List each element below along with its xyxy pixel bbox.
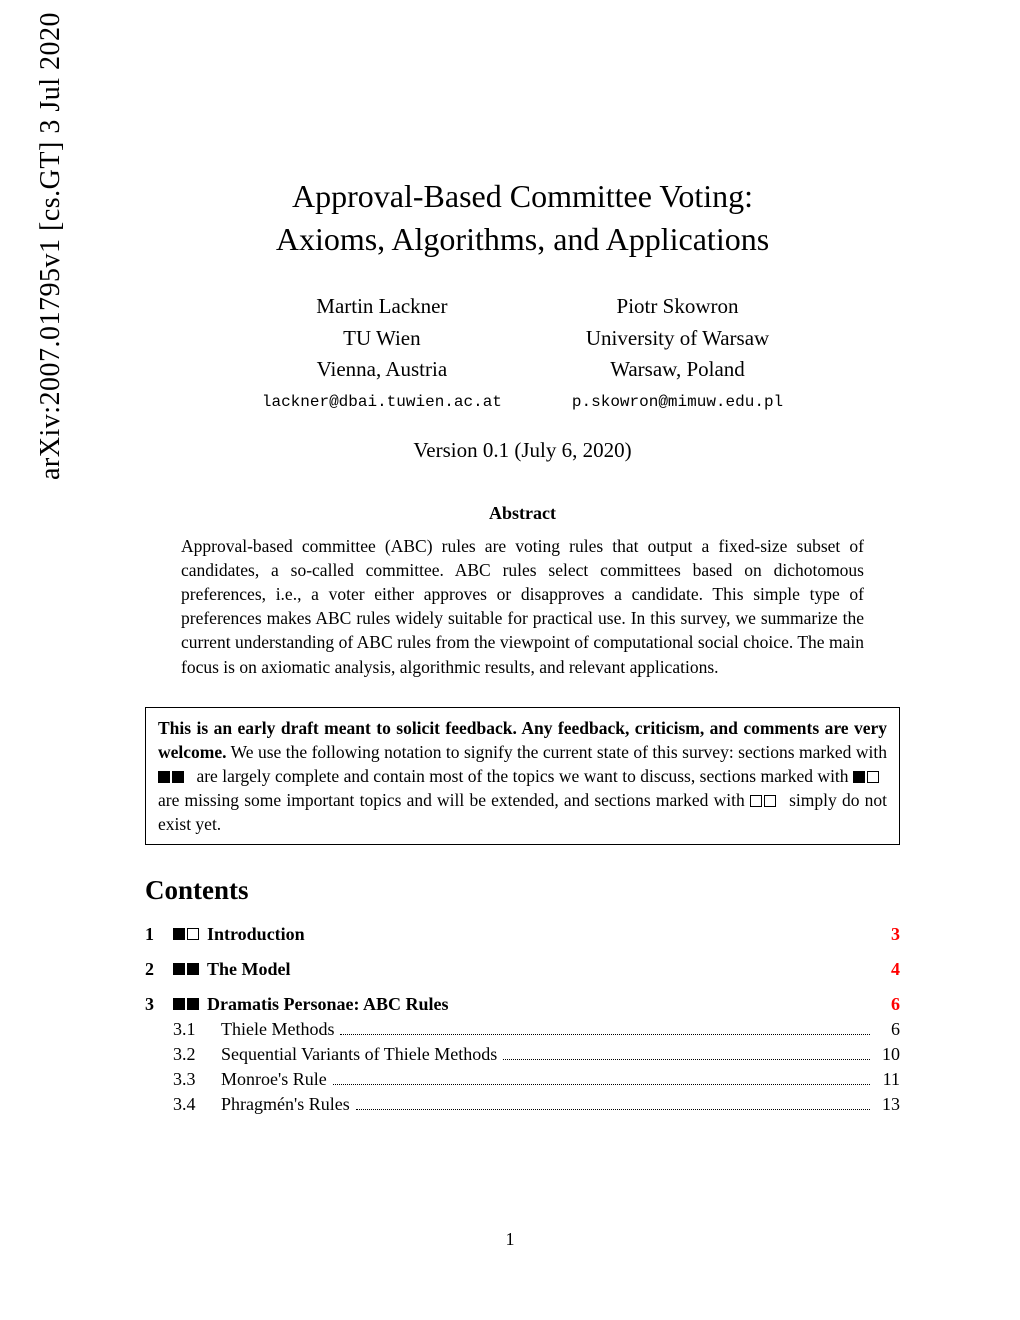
paper-title: Approval-Based Committee Voting: Axioms,… xyxy=(145,175,900,261)
title-line1: Approval-Based Committee Voting: xyxy=(292,178,753,214)
author-1: Martin Lackner TU Wien Vienna, Austria l… xyxy=(262,291,502,414)
toc-sub-label: Phragmén's Rules xyxy=(221,1094,350,1115)
toc-sub-label: Thiele Methods xyxy=(221,1019,334,1040)
status-squares-icon xyxy=(173,963,199,975)
squares-fe-icon xyxy=(853,771,879,783)
toc-subsection[interactable]: 3.1Thiele Methods 6 xyxy=(145,1019,900,1040)
author-2-affil: University of Warsaw xyxy=(572,323,783,355)
author-2-city: Warsaw, Poland xyxy=(572,354,783,386)
toc-sub-num: 3.1 xyxy=(173,1019,221,1040)
contents-heading: Contents xyxy=(145,875,900,906)
table-of-contents: 1 Introduction 3 2 The Model 4 3 Dramatis Perso… xyxy=(145,924,900,1115)
page-body: Approval-Based Committee Voting: Axioms,… xyxy=(145,0,900,1115)
author-1-affil: TU Wien xyxy=(262,323,502,355)
toc-section-num: 1 xyxy=(145,924,173,945)
author-1-name: Martin Lackner xyxy=(262,291,502,323)
toc-page: 11 xyxy=(876,1069,900,1090)
toc-sub-label: Sequential Variants of Thiele Methods xyxy=(221,1044,497,1065)
author-2-name: Piotr Skowron xyxy=(572,291,783,323)
version-line: Version 0.1 (July 6, 2020) xyxy=(145,438,900,463)
toc-sub-label: Monroe's Rule xyxy=(221,1069,327,1090)
author-1-email: lackner@dbai.tuwien.ac.at xyxy=(262,390,502,414)
toc-page: 10 xyxy=(876,1044,900,1065)
arxiv-stamp: arXiv:2007.01795v1 [cs.GT] 3 Jul 2020 xyxy=(35,12,67,480)
page-number: 1 xyxy=(0,1229,1020,1250)
toc-section-label: The Model xyxy=(207,959,291,980)
toc-subsection[interactable]: 3.3Monroe's Rule 11 xyxy=(145,1069,900,1090)
author-1-city: Vienna, Austria xyxy=(262,354,502,386)
authors-block: Martin Lackner TU Wien Vienna, Austria l… xyxy=(145,291,900,414)
toc-page: 6 xyxy=(876,994,900,1015)
toc-section-label: Dramatis Personae: ABC Rules xyxy=(207,994,448,1015)
toc-subsection[interactable]: 3.2Sequential Variants of Thiele Methods… xyxy=(145,1044,900,1065)
toc-sub-num: 3.4 xyxy=(173,1094,221,1115)
status-squares-icon xyxy=(173,998,199,1010)
toc-subsection[interactable]: 3.4Phragmén's Rules 13 xyxy=(145,1094,900,1115)
toc-section[interactable]: 2 The Model 4 xyxy=(145,959,900,980)
toc-sub-num: 3.3 xyxy=(173,1069,221,1090)
abstract-label: Abstract xyxy=(145,503,900,524)
status-squares-icon xyxy=(173,928,199,940)
toc-page: 4 xyxy=(876,959,900,980)
toc-page: 13 xyxy=(876,1094,900,1115)
toc-section[interactable]: 1 Introduction 3 xyxy=(145,924,900,945)
squares-ee-icon xyxy=(750,795,776,807)
author-2: Piotr Skowron University of Warsaw Warsa… xyxy=(572,291,783,414)
notice-t2: are largely complete and contain most of… xyxy=(192,766,853,786)
author-2-email: p.skowron@mimuw.edu.pl xyxy=(572,390,783,414)
title-line2: Axioms, Algorithms, and Applications xyxy=(276,221,769,257)
toc-section-num: 3 xyxy=(145,994,173,1015)
squares-ff-icon xyxy=(158,771,184,783)
feedback-notice: This is an early draft meant to solicit … xyxy=(145,707,900,846)
toc-section-num: 2 xyxy=(145,959,173,980)
toc-page: 3 xyxy=(876,924,900,945)
toc-section[interactable]: 3 Dramatis Personae: ABC Rules 6 xyxy=(145,994,900,1015)
notice-t3: are missing some important topics and wi… xyxy=(158,790,750,810)
toc-section-label: Introduction xyxy=(207,924,305,945)
abstract-text: Approval-based committee (ABC) rules are… xyxy=(181,534,864,679)
toc-page: 6 xyxy=(876,1019,900,1040)
toc-sub-num: 3.2 xyxy=(173,1044,221,1065)
notice-t1: We use the following notation to signify… xyxy=(227,742,887,762)
